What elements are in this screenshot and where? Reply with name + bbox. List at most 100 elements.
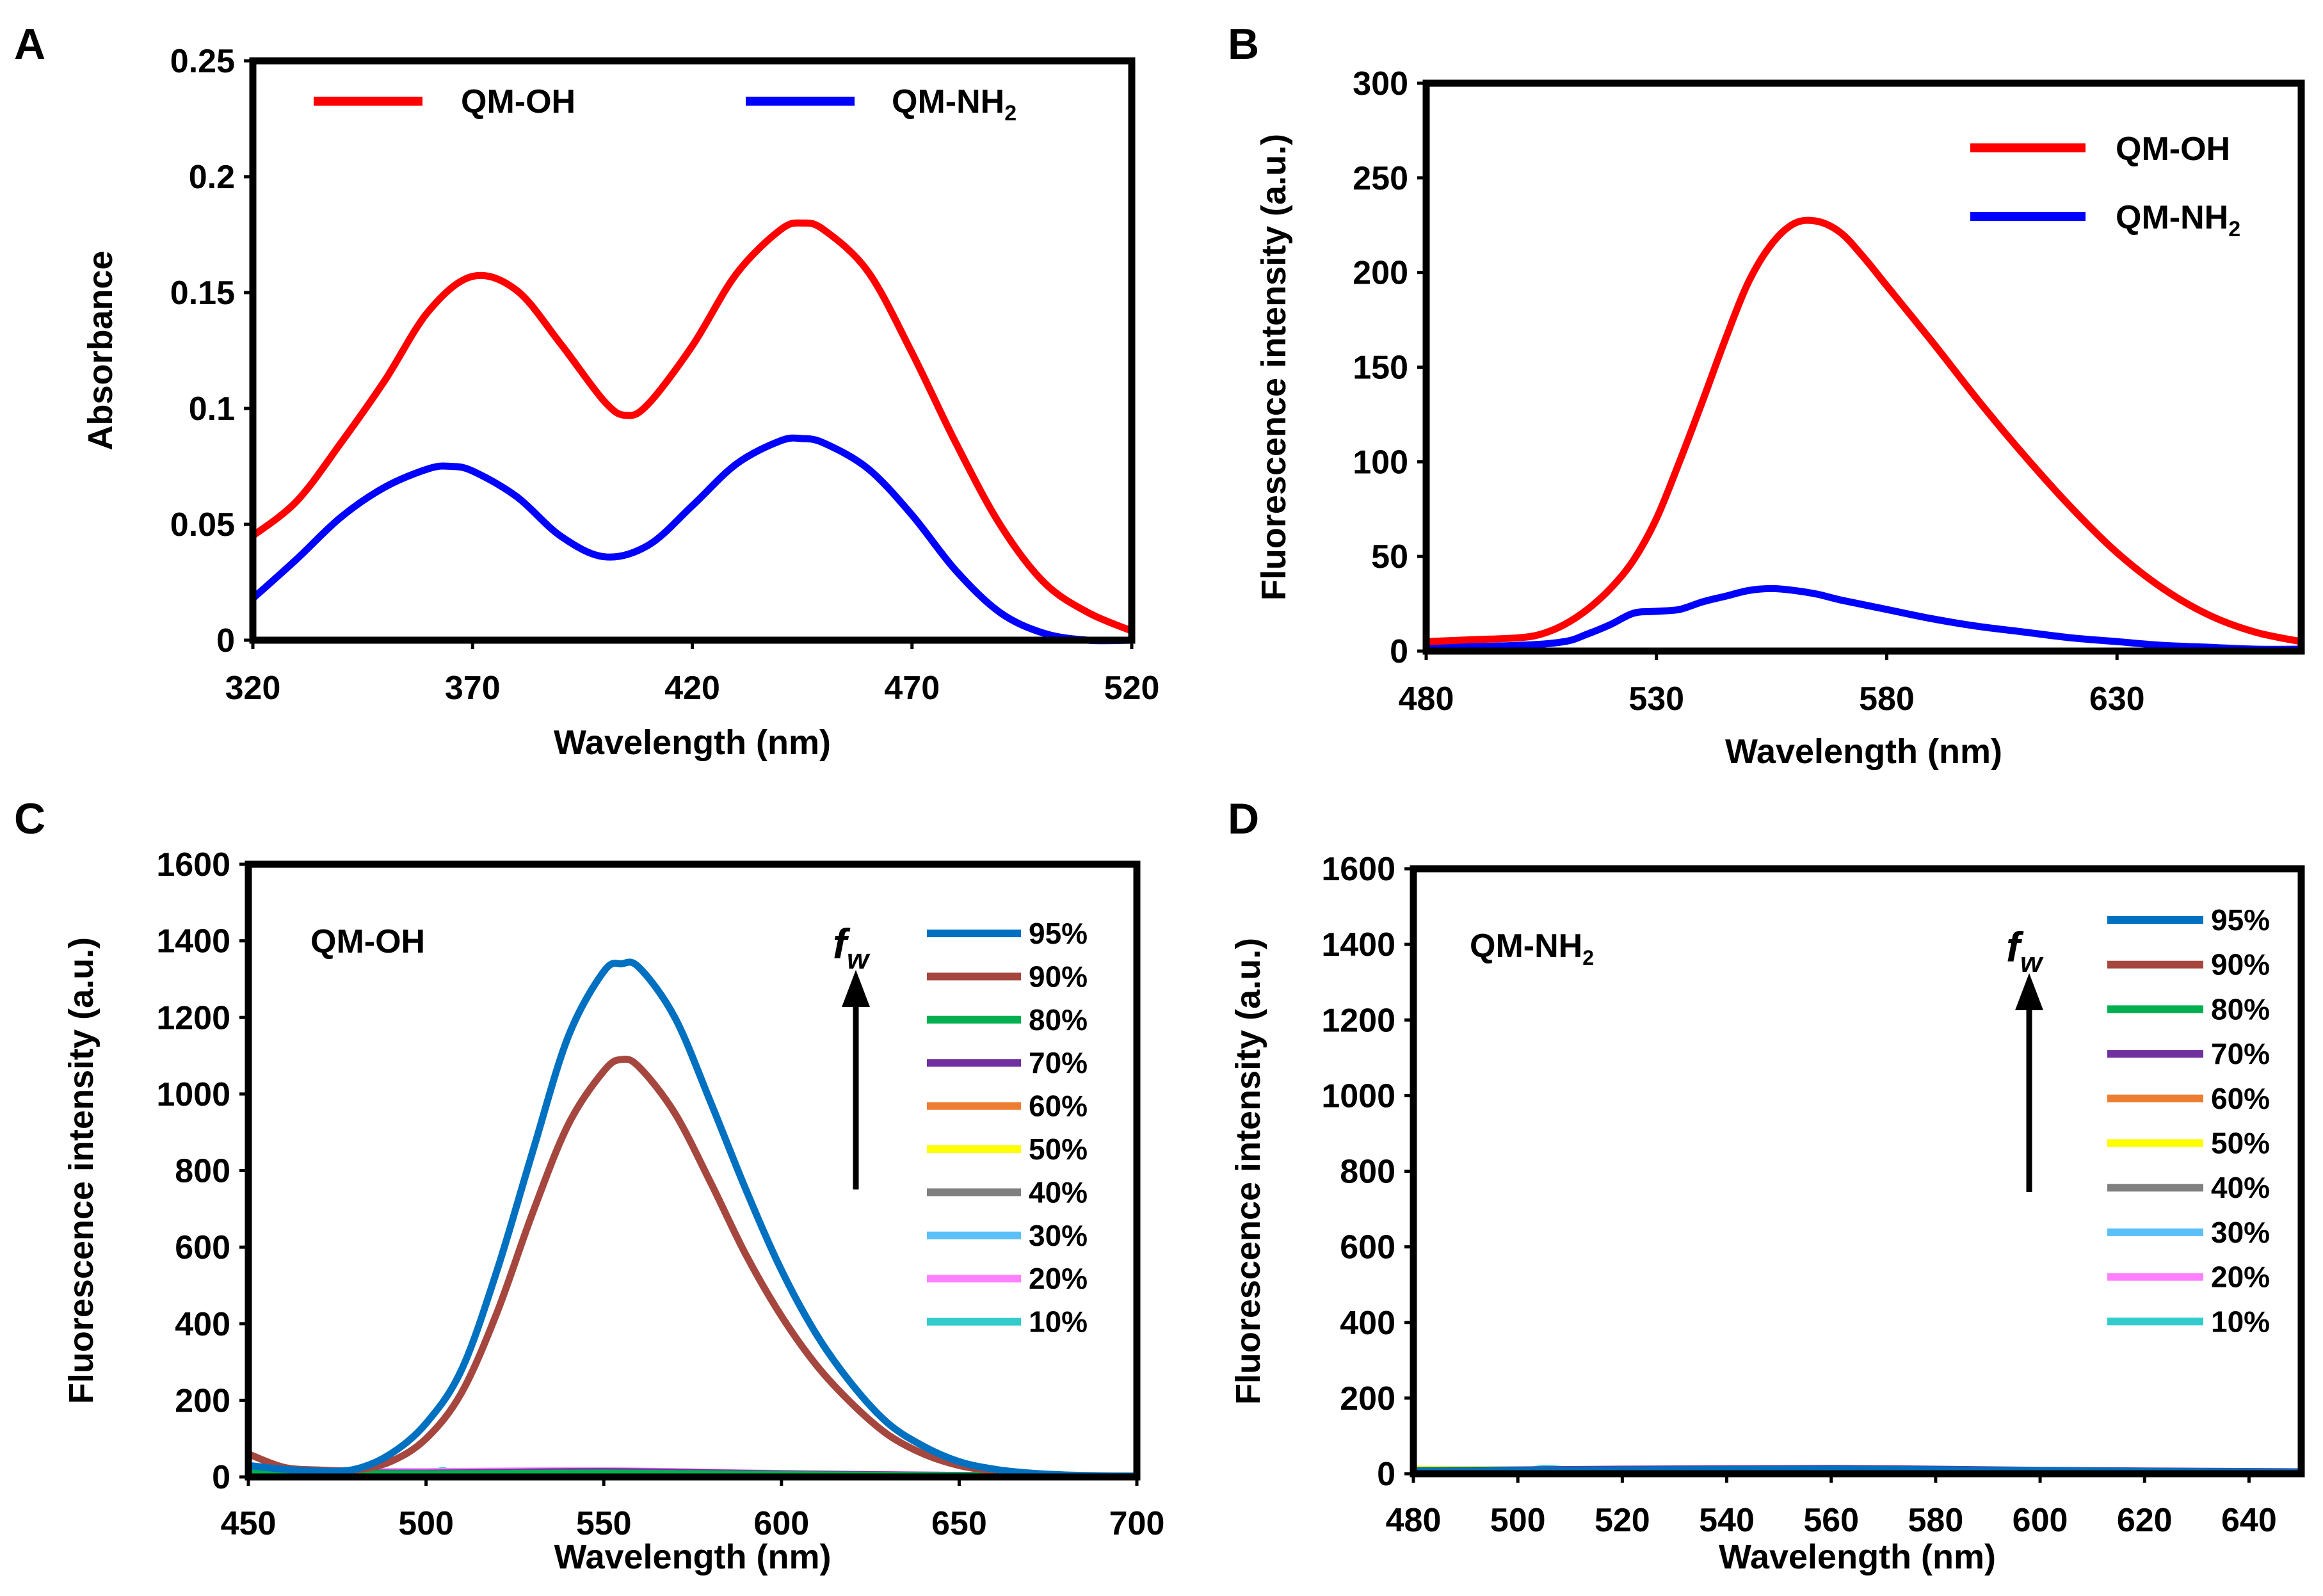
y-tick-label: 1600	[1321, 851, 1395, 888]
legend-label-80-pct: 80%	[2211, 992, 2270, 1026]
y-tick-label: 600	[1340, 1229, 1395, 1266]
series-line-qm-nh2	[1422, 584, 2305, 653]
x-tick-label: 540	[1699, 1502, 1755, 1539]
legend-label-10-pct: 10%	[1029, 1305, 1088, 1339]
panel-c: 0 200 400 600 800 1000 1200 1400 1600 450 500 550 60…	[62, 846, 1164, 1576]
x-tick-label: 500	[1490, 1502, 1546, 1539]
x-tick-label: 480	[1399, 681, 1454, 718]
x-tick-label: 620	[2117, 1502, 2173, 1539]
legend-label-qm-oh: QM-OH	[2116, 131, 2230, 168]
y-tick-label: 1000	[1321, 1077, 1395, 1115]
x-tick-label: 520	[1595, 1502, 1650, 1539]
x-tick-label: 600	[753, 1505, 809, 1542]
legend-label-70-pct: 70%	[2211, 1037, 2270, 1070]
x-tick-label: 600	[2013, 1502, 2068, 1539]
x-tick-label: 370	[445, 670, 501, 707]
y-tick-label: 400	[175, 1306, 230, 1343]
panel-letter-a: A	[14, 20, 45, 69]
legend-label-95-pct: 95%	[1029, 917, 1088, 950]
y-tick-label: 1000	[156, 1076, 230, 1113]
x-tick-label: 530	[1628, 681, 1684, 718]
legend-label-50-pct: 50%	[1029, 1133, 1088, 1166]
x-axis-label: Wavelength (nm)	[1719, 1538, 1996, 1576]
y-tick-label: 0	[1377, 1456, 1395, 1493]
y-tick-label: 0	[212, 1459, 230, 1496]
y-tick-label: 800	[1340, 1154, 1395, 1191]
y-tick-label: 50	[1371, 538, 1408, 576]
y-tick-label: 1400	[1321, 926, 1395, 963]
legend-label-80-pct: 80%	[1029, 1003, 1088, 1036]
fw-arrow-head-icon	[842, 970, 870, 1007]
y-tick-label: 0.25	[170, 43, 235, 80]
fw-arrow-head-icon	[2015, 973, 2043, 1010]
y-tick-label: 600	[175, 1229, 230, 1266]
y-axis-label: Fluorescence intensity (a.u.)	[62, 937, 100, 1404]
y-tick-label: 1200	[1321, 1002, 1395, 1039]
inset-label: QM-OH	[310, 923, 425, 960]
legend-label-90-pct: 90%	[1029, 960, 1088, 993]
legend-label-60-pct: 60%	[2211, 1082, 2270, 1115]
inset-label: QM-NH2	[1470, 928, 1594, 969]
legend-label-50-pct: 50%	[2211, 1127, 2270, 1160]
legend-label-95-pct: 95%	[2211, 903, 2270, 937]
legend-label-qm-nh2: QM-NH2	[892, 83, 1017, 125]
x-tick-label: 650	[931, 1505, 987, 1542]
x-tick-label: 320	[225, 670, 281, 707]
legend-label-30-pct: 30%	[2211, 1216, 2270, 1249]
legend-label-20-pct: 20%	[1029, 1262, 1088, 1295]
series-line-qm-oh	[1422, 216, 2305, 645]
fw-label: fw	[833, 920, 871, 975]
fw-label-sub: w	[2020, 947, 2044, 978]
x-tick-label: 450	[221, 1505, 277, 1542]
y-axis-label: Fluorescence intensity (a.u.)	[1229, 938, 1267, 1405]
y-tick-label: 100	[1353, 444, 1408, 481]
series-line-90-	[245, 1055, 1141, 1480]
x-tick-label: 640	[2221, 1502, 2277, 1539]
legend-label-60-pct: 60%	[1029, 1090, 1088, 1123]
panel-b: 0 50 100 150 200 250 300 480 530 580 630 Wavelength…	[1255, 65, 2305, 771]
legend-label-qm-nh2-sub: 2	[1004, 101, 1017, 125]
y-tick-label: 400	[1340, 1305, 1395, 1342]
x-tick-label: 420	[664, 670, 720, 707]
fw-label: fw	[2006, 923, 2044, 978]
x-tick-label: 580	[1908, 1502, 1963, 1539]
x-tick-label: 560	[1803, 1502, 1859, 1539]
fw-label-sub: w	[847, 944, 871, 975]
inset-label-sub: 2	[1582, 946, 1594, 969]
legend-label-10-pct: 10%	[2211, 1305, 2270, 1338]
y-tick-label: 800	[175, 1153, 230, 1190]
panel-letter-d: D	[1228, 794, 1259, 843]
y-axis-label: Fluorescence intensity (a.u.)	[1255, 134, 1293, 601]
series-line-95-	[245, 958, 1141, 1480]
y-tick-label: 0.05	[170, 506, 235, 544]
legend-label-qm-nh2-main: QM-NH	[2116, 199, 2228, 236]
x-tick-label: 500	[398, 1505, 454, 1542]
y-tick-label: 0.2	[189, 159, 235, 196]
x-tick-label: 550	[576, 1505, 632, 1542]
x-tick-label: 700	[1109, 1505, 1165, 1542]
y-tick-label: 200	[1340, 1380, 1395, 1417]
legend-label-70-pct: 70%	[1029, 1046, 1088, 1079]
y-tick-label: 0.1	[189, 391, 235, 428]
y-tick-label: 1600	[156, 846, 230, 883]
panel-a: 0 0.05 0.1 0.15 0.2 0.25 320 370 420 470 520 Wavele…	[81, 43, 1159, 762]
legend-label-qm-oh: QM-OH	[461, 83, 575, 120]
series-line-qm-nh2	[249, 434, 1136, 645]
legend-label-qm-nh2-sub: 2	[2228, 217, 2240, 241]
legend-label-20-pct: 20%	[2211, 1261, 2270, 1294]
legend-label-40-pct: 40%	[1029, 1175, 1088, 1209]
legend-label-qm-nh2: QM-NH2	[2116, 199, 2240, 241]
y-tick-label: 1400	[156, 923, 230, 960]
x-axis-label: Wavelength (nm)	[554, 1538, 831, 1576]
x-axis-label: Wavelength (nm)	[1725, 732, 2002, 771]
inset-label-main: QM-NH	[1470, 928, 1582, 965]
panel-letter-c: C	[14, 794, 45, 843]
y-tick-label: 0	[216, 622, 235, 659]
x-tick-label: 580	[1859, 681, 1915, 718]
x-tick-label: 630	[2089, 681, 2145, 718]
legend-label-qm-nh2-main: QM-NH	[892, 83, 1004, 120]
y-axis-label: Absorbance	[81, 250, 120, 450]
panel-d: 0 200 400 600 800 1000 1200 1400 1600 480 500 520 54…	[1229, 851, 2305, 1576]
x-tick-label: 520	[1104, 670, 1160, 707]
